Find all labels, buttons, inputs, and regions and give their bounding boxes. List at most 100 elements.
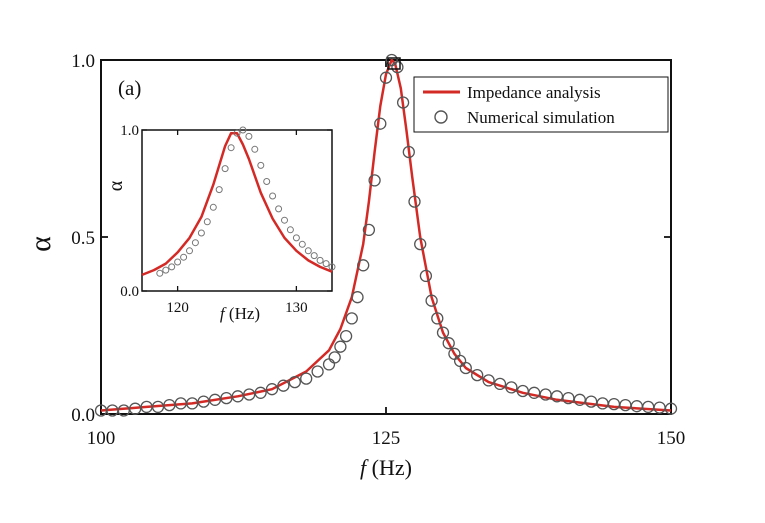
peak-marker-box: [387, 57, 401, 70]
main-data-point: [471, 368, 484, 382]
inset-data-point: [215, 186, 223, 194]
main-data-point: [396, 96, 410, 109]
main-data-point: [345, 312, 358, 325]
main-data-point: [516, 384, 529, 398]
inset-x-tick-label: 130: [285, 300, 308, 316]
main-data-point: [493, 377, 507, 391]
main-data-point: [442, 337, 455, 350]
inset-data-point: [328, 263, 336, 271]
main-data-point: [379, 71, 393, 84]
legend-label-simulation: Numerical simulation: [467, 108, 615, 127]
main-y-tick-label: 0.0: [71, 405, 95, 426]
main-data-point: [362, 223, 376, 237]
main-data-point: [419, 269, 433, 283]
main-series: [94, 53, 678, 417]
inset-y-axis-label: α: [105, 180, 127, 191]
inset-data-point: [180, 253, 188, 261]
main-data-point: [374, 117, 387, 130]
inset-data-point: [239, 126, 247, 134]
legend-box: [413, 76, 669, 133]
inset-data-point: [281, 216, 288, 224]
main-data-point: [539, 388, 552, 401]
inset-data-point: [310, 252, 318, 260]
main-data-point: [197, 395, 210, 408]
legend-label-impedance: Impedance analysis: [467, 83, 601, 102]
inset-data-point: [286, 226, 294, 234]
main-data-point: [425, 294, 438, 307]
main-data-point: [339, 329, 353, 343]
main-data-point: [300, 372, 313, 385]
main-data-point: [265, 383, 279, 396]
main-data-point: [277, 379, 290, 392]
panel-label: (a): [118, 76, 141, 100]
main-data-point: [459, 361, 472, 375]
main-data-point: [402, 145, 415, 159]
y-axis-label: α: [24, 236, 57, 252]
main-x-tick-label: 150: [657, 428, 686, 449]
inset-y-tick-label: 1.0: [120, 123, 139, 139]
inset-data-point: [275, 205, 283, 213]
main-data-point: [368, 174, 381, 187]
main-data-point: [408, 195, 421, 208]
inset-data-point: [221, 165, 229, 173]
main-data-point: [573, 393, 586, 406]
main-tick-labels: 100 125 150 0.0 0.5 1.0: [71, 51, 685, 449]
main-data-point: [288, 375, 301, 389]
main-data-point: [357, 259, 370, 272]
inset-data-point: [292, 234, 300, 242]
x-axis-label: f (Hz): [360, 455, 412, 480]
main-data-point: [231, 390, 244, 403]
inset-data-point: [298, 240, 306, 248]
main-data-point: [414, 237, 427, 251]
inset-data-point: [304, 247, 312, 255]
inset-chart: 120 130 0.0 1.0 α f (Hz): [105, 123, 336, 323]
main-x-tick-label: 125: [372, 428, 401, 449]
main-data-point: [431, 312, 444, 325]
main-data-point: [436, 326, 450, 339]
inset-y-tick-label: 0.0: [120, 284, 139, 300]
inset-data-point: [269, 192, 277, 200]
main-data-point: [129, 402, 142, 415]
inset-tick-labels: 120 130 0.0 1.0: [120, 123, 307, 316]
inset-data-point: [322, 260, 330, 268]
main-data-point: [664, 402, 678, 415]
main-data-point: [334, 340, 347, 353]
main-data-point: [391, 60, 404, 74]
inset-data-point: [191, 239, 199, 247]
main-data-point: [328, 351, 341, 364]
main-data-point: [254, 386, 267, 399]
inset-data-point: [251, 145, 259, 153]
inset-data-point: [257, 161, 265, 169]
inset-data-point: [197, 229, 205, 237]
main-x-tick-label: 100: [87, 428, 116, 449]
main-y-tick-label: 1.0: [71, 51, 95, 72]
main-y-tick-label: 0.5: [71, 228, 95, 249]
inset-data-point: [227, 144, 235, 152]
main-data-point: [220, 391, 233, 405]
inset-data-point: [233, 129, 241, 137]
inset-data-point: [174, 258, 182, 266]
main-data-point: [505, 381, 518, 394]
inset-data-point: [156, 269, 164, 277]
inset-x-tick-label: 120: [166, 300, 189, 316]
inset-data-point: [203, 218, 211, 226]
main-data-point: [186, 397, 199, 410]
inset-data-point: [186, 247, 193, 255]
inset-data-point: [209, 203, 217, 211]
inset-data-point: [263, 178, 271, 185]
inset-x-axis-label: f (Hz): [220, 304, 260, 323]
inset-data-point: [168, 263, 176, 271]
inset-data-point: [316, 256, 324, 264]
inset-data-point: [245, 132, 253, 140]
main-data-point: [151, 400, 165, 414]
main-data-point: [585, 395, 598, 408]
main-series-line-0: [100, 58, 672, 412]
main-data-point: [550, 390, 564, 403]
legend-marker-simulation: [434, 110, 448, 124]
legend: Impedance analysis Numerical simulation: [413, 76, 669, 133]
main-ticks: [100, 59, 672, 415]
inset-series: [141, 126, 336, 277]
inset-ticks: [142, 129, 332, 292]
main-data-point: [351, 291, 364, 304]
